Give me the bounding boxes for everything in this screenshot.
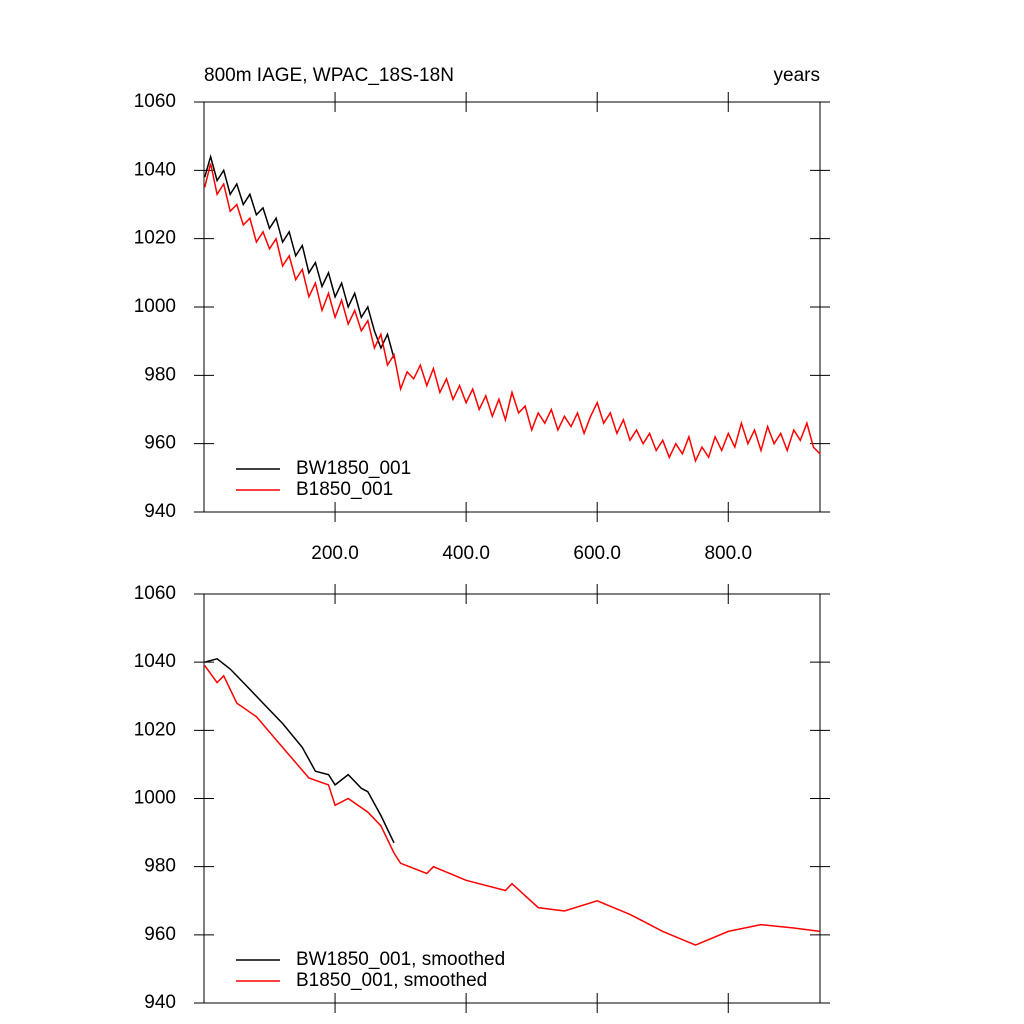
legend-label: B1850_001 bbox=[296, 479, 393, 500]
plot-frame bbox=[203, 101, 821, 513]
y-tick-label: 1040 bbox=[134, 651, 176, 672]
legend-label: BW1850_001 bbox=[296, 458, 411, 479]
x-tick-label: 400.0 bbox=[442, 543, 490, 564]
y-tick-label: 940 bbox=[144, 992, 176, 1013]
y-tick-label: 1000 bbox=[134, 296, 176, 317]
y-tick-label: 1020 bbox=[134, 719, 176, 740]
y-tick-label: 1060 bbox=[134, 91, 176, 112]
y-tick-label: 1000 bbox=[134, 788, 176, 809]
series-line bbox=[204, 665, 821, 946]
y-tick-label: 980 bbox=[144, 856, 176, 877]
legend-label: B1850_001, smoothed bbox=[296, 970, 487, 991]
plot-frame bbox=[203, 593, 821, 1004]
x-tick-label: 800.0 bbox=[704, 543, 752, 564]
y-tick-label: 1060 bbox=[134, 583, 176, 604]
y-tick-label: 1040 bbox=[134, 159, 176, 180]
legend-label: BW1850_001, smoothed bbox=[296, 949, 505, 970]
y-tick-label: 940 bbox=[144, 501, 176, 522]
x-tick-label: 600.0 bbox=[573, 543, 621, 564]
chart-subtitle: years bbox=[774, 65, 820, 86]
y-tick-label: 960 bbox=[144, 433, 176, 454]
y-tick-label: 980 bbox=[144, 364, 176, 385]
y-tick-label: 960 bbox=[144, 924, 176, 945]
series-line bbox=[203, 153, 395, 359]
series-line bbox=[203, 163, 821, 463]
chart-title: 800m IAGE, WPAC_18S-18N bbox=[204, 65, 454, 86]
series-line bbox=[204, 657, 395, 844]
y-tick-label: 1020 bbox=[134, 228, 176, 249]
x-tick-label: 200.0 bbox=[311, 543, 359, 564]
